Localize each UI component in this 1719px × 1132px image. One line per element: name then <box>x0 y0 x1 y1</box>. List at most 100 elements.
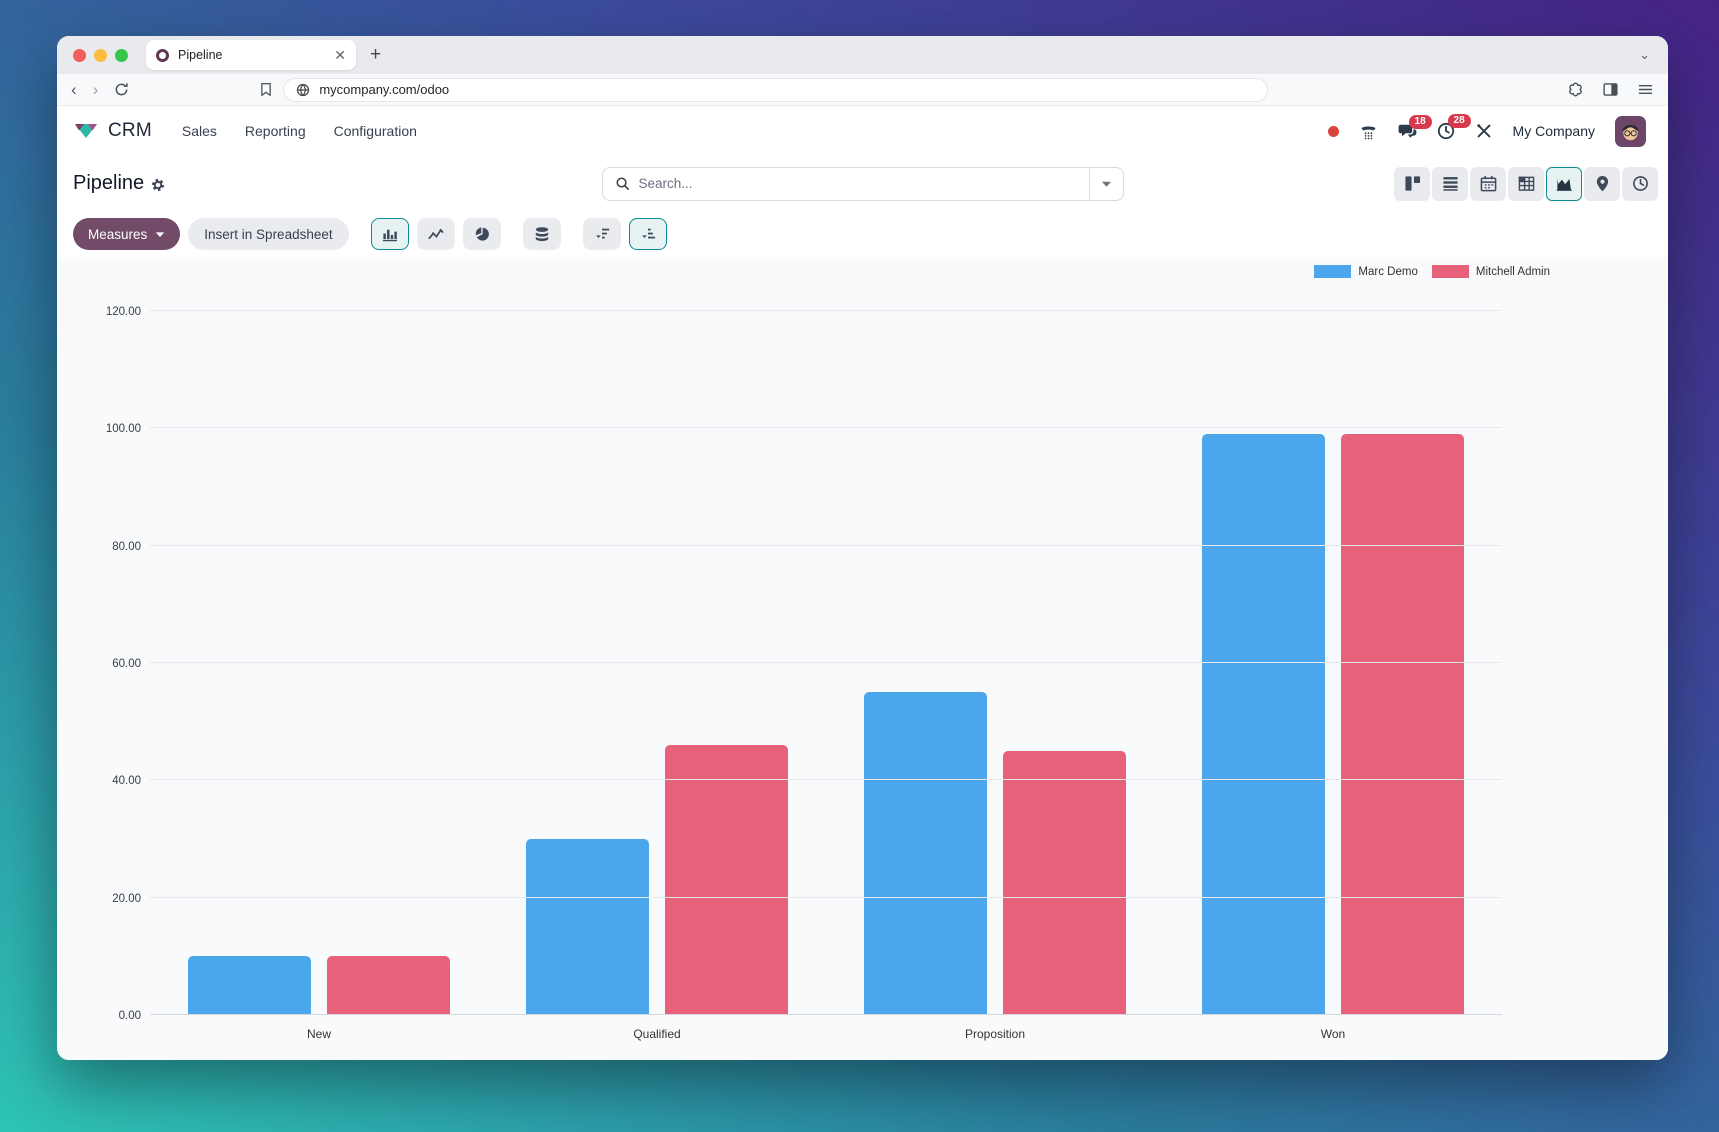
extensions-icon[interactable] <box>1567 81 1584 98</box>
bar-mitchell-admin[interactable] <box>327 956 450 1015</box>
activities-clock-icon[interactable]: 28 <box>1437 114 1471 140</box>
y-axis-tick-label: 60.00 <box>112 658 141 670</box>
view-graph-button[interactable] <box>1546 166 1582 201</box>
back-button[interactable]: ‹ <box>71 80 77 99</box>
y-axis: 0.00 20.00 40.00 60.00 80.00 100.00 120.00 <box>57 306 141 1022</box>
gridline <box>150 779 1502 781</box>
browser-toolbar: ‹ › mycompany.com/odoo <box>57 74 1668 106</box>
messages-icon[interactable]: 18 <box>1398 114 1432 140</box>
y-axis-tick-label: 40.00 <box>112 775 141 788</box>
app-menubar: Sales Reporting Configuration <box>182 123 417 139</box>
y-axis-tick-label: 120.00 <box>105 306 141 318</box>
tab-title: Pipeline <box>178 48 223 62</box>
legend-label: Mitchell Admin <box>1475 265 1550 278</box>
url-bar[interactable]: mycompany.com/odoo <box>283 77 1269 102</box>
graph-view: Marc Demo Mitchell Admin 0.00 20.00 40.00 60… <box>57 257 1668 1060</box>
view-list-button[interactable] <box>1432 166 1468 201</box>
bar-groups: New Qualified Proposition Won <box>150 311 1502 1041</box>
chevron-down-icon <box>156 231 165 237</box>
bar-group-qualified: Qualified <box>488 311 826 1041</box>
minimize-window-button[interactable] <box>94 48 107 62</box>
voip-phone-icon[interactable] <box>1359 123 1378 140</box>
view-calendar-button[interactable] <box>1470 166 1506 201</box>
app-switcher[interactable]: CRM <box>73 120 152 142</box>
measures-button[interactable]: Measures <box>73 218 181 250</box>
gridline <box>150 544 1502 546</box>
gridline <box>150 310 1502 311</box>
bar-chart-button[interactable] <box>370 218 409 250</box>
view-activity-button[interactable] <box>1622 166 1658 201</box>
x-axis-category-label: Qualified <box>633 1027 681 1041</box>
y-axis-tick-label: 80.00 <box>112 540 141 553</box>
legend-item[interactable]: Mitchell Admin <box>1431 265 1550 278</box>
action-gear-icon[interactable] <box>151 178 165 192</box>
page-title-text: Pipeline <box>73 172 145 194</box>
search-input[interactable] <box>638 176 1077 191</box>
new-tab-button[interactable]: + <box>370 44 382 65</box>
browser-window: Pipeline ✕ + ⌄ ‹ › mycompany.com/odoo <box>57 36 1668 1060</box>
plot-area: New Qualified Proposition Won <box>150 310 1502 1041</box>
search-icon <box>615 176 630 191</box>
y-axis-tick-label: 100.00 <box>105 423 141 436</box>
bar-marc-demo[interactable] <box>526 839 649 1015</box>
pie-chart-button[interactable] <box>462 218 501 250</box>
crm-logo-icon <box>75 124 97 138</box>
view-map-button[interactable] <box>1584 166 1620 201</box>
browser-tab[interactable]: Pipeline ✕ <box>146 40 356 70</box>
gridline <box>150 1014 1502 1015</box>
bar-mitchell-admin[interactable] <box>665 745 788 1015</box>
site-info-icon[interactable] <box>296 83 310 97</box>
bar-mitchell-admin[interactable] <box>1341 434 1464 1015</box>
legend-swatch <box>1314 265 1352 278</box>
bookmark-icon[interactable] <box>259 82 273 97</box>
debug-tools-icon[interactable] <box>1475 122 1493 140</box>
forward-button[interactable]: › <box>92 80 99 99</box>
view-kanban-button[interactable] <box>1394 166 1430 201</box>
app-header: CRM Sales Reporting Configuration 18 28 … <box>57 106 1668 156</box>
bar-group-proposition: Proposition <box>826 311 1164 1041</box>
browser-tab-strip: Pipeline ✕ + ⌄ <box>57 36 1668 74</box>
user-avatar[interactable] <box>1615 115 1646 147</box>
menu-configuration[interactable]: Configuration <box>333 123 417 139</box>
url-text: mycompany.com/odoo <box>319 82 450 97</box>
search-options-toggle[interactable] <box>1088 167 1123 200</box>
status-dot-icon[interactable] <box>1327 125 1339 137</box>
legend-swatch <box>1431 265 1469 278</box>
activities-badge: 28 <box>1447 114 1471 128</box>
tab-close-icon[interactable]: ✕ <box>334 47 346 63</box>
reload-button[interactable] <box>114 82 129 97</box>
insert-in-spreadsheet-button[interactable]: Insert in Spreadsheet <box>188 218 349 250</box>
search-bar <box>601 166 1124 201</box>
sort-ascending-button[interactable] <box>628 218 667 250</box>
maximize-window-button[interactable] <box>115 48 128 62</box>
bar-marc-demo[interactable] <box>1202 434 1325 1015</box>
legend-item[interactable]: Marc Demo <box>1314 265 1418 278</box>
menu-icon[interactable] <box>1637 81 1654 98</box>
menu-reporting[interactable]: Reporting <box>244 123 306 139</box>
sidebar-toggle-icon[interactable] <box>1602 81 1619 98</box>
page-title: Pipeline <box>73 172 165 195</box>
systray: 18 28 My Company <box>1327 114 1646 147</box>
control-panel: Pipeline <box>57 156 1668 211</box>
x-axis-category-label: Proposition <box>964 1027 1026 1041</box>
y-axis-tick-label: 0.00 <box>118 1010 141 1022</box>
chart-legend: Marc Demo Mitchell Admin <box>1314 265 1550 278</box>
view-pivot-button[interactable] <box>1508 166 1544 201</box>
tab-list-chevron-icon[interactable]: ⌄ <box>1639 47 1650 62</box>
bar-mitchell-admin[interactable] <box>1003 751 1126 1015</box>
close-window-button[interactable] <box>73 48 86 62</box>
stacked-toggle-button[interactable] <box>522 218 561 250</box>
gridline <box>150 662 1502 663</box>
search-field[interactable] <box>603 176 1089 191</box>
bar-group-won: Won <box>1164 311 1502 1041</box>
legend-label: Marc Demo <box>1358 265 1418 278</box>
x-axis-category-label: New <box>306 1027 331 1041</box>
bar-marc-demo[interactable] <box>188 956 311 1015</box>
measures-label: Measures <box>88 226 148 242</box>
sort-descending-button[interactable] <box>582 218 621 250</box>
menu-sales[interactable]: Sales <box>181 123 217 139</box>
bar-marc-demo[interactable] <box>864 692 987 1015</box>
x-axis-category-label: Won <box>1320 1027 1346 1041</box>
company-name[interactable]: My Company <box>1512 123 1595 139</box>
line-chart-button[interactable] <box>416 218 455 250</box>
